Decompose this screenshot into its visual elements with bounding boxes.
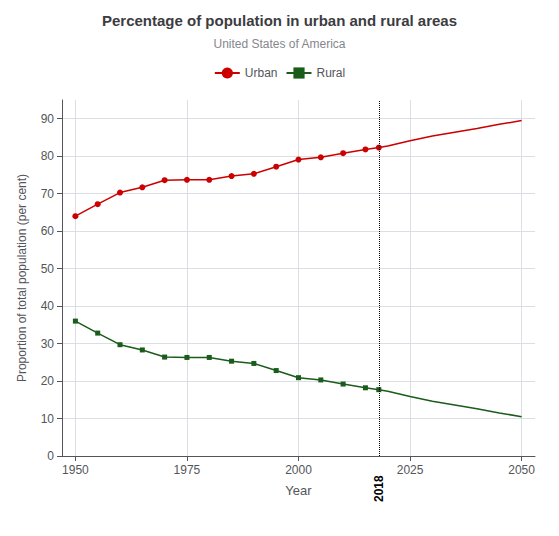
svg-text:United States of America: United States of America bbox=[213, 37, 345, 51]
svg-text:2000: 2000 bbox=[285, 463, 312, 477]
svg-text:90: 90 bbox=[41, 112, 55, 126]
svg-text:2050: 2050 bbox=[508, 463, 535, 477]
svg-text:Year: Year bbox=[285, 483, 312, 498]
svg-text:Proportion of total population: Proportion of total population (per cent… bbox=[15, 174, 29, 382]
svg-text:Urban: Urban bbox=[245, 66, 278, 80]
svg-text:2018: 2018 bbox=[372, 475, 386, 502]
svg-text:Rural: Rural bbox=[317, 66, 346, 80]
svg-text:1975: 1975 bbox=[174, 463, 201, 477]
svg-text:60: 60 bbox=[41, 224, 55, 238]
svg-text:70: 70 bbox=[41, 187, 55, 201]
svg-text:40: 40 bbox=[41, 299, 55, 313]
svg-text:Percentage of population in ur: Percentage of population in urban and ru… bbox=[102, 12, 457, 29]
svg-text:10: 10 bbox=[41, 412, 55, 426]
svg-text:80: 80 bbox=[41, 149, 55, 163]
svg-text:20: 20 bbox=[41, 374, 55, 388]
svg-text:30: 30 bbox=[41, 337, 55, 351]
svg-text:2025: 2025 bbox=[397, 463, 424, 477]
svg-text:0: 0 bbox=[47, 449, 54, 463]
svg-text:50: 50 bbox=[41, 262, 55, 276]
svg-text:1950: 1950 bbox=[62, 463, 89, 477]
